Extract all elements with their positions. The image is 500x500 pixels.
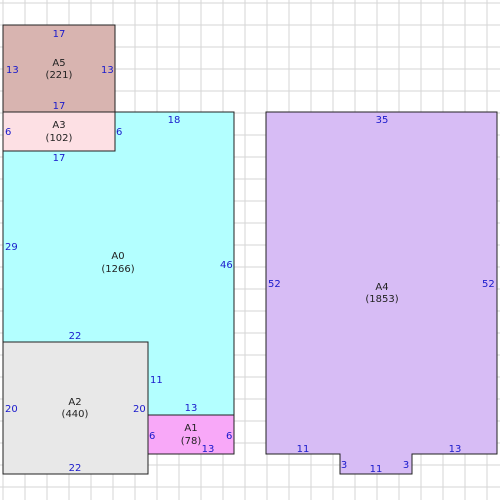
room-a4-dim-right: 52 [482, 279, 495, 290]
room-a2[interactable]: A2 (440) 20 20 22 [2, 341, 149, 475]
room-a4-shape [265, 111, 498, 475]
room-a1-dim-left: 6 [149, 431, 155, 442]
room-a4-dim-left: 52 [268, 279, 281, 290]
room-a2-shape [2, 341, 149, 475]
room-a2-dim-left: 20 [5, 404, 18, 415]
room-a5-dim-bottom: 17 [53, 101, 66, 112]
room-a4-dim-top: 35 [376, 115, 389, 126]
room-a4-label: A4 [375, 282, 388, 293]
room-a2-label: A2 [68, 397, 81, 408]
room-a1-label: A1 [184, 423, 197, 434]
room-a0-dim-right: 46 [220, 260, 233, 271]
room-a5-shape [2, 24, 116, 113]
room-a5-label: A5 [52, 58, 65, 69]
room-a2-dim-right: 20 [133, 404, 146, 415]
room-a1[interactable]: A1 (78) 6 6 13 [147, 414, 235, 455]
room-a3-dim-bottom: 17 [53, 153, 66, 164]
room-a0-dim-top: 18 [168, 115, 181, 126]
room-a1-dim-bottom: 13 [202, 444, 215, 455]
room-a5-area: (221) [46, 70, 73, 81]
room-a0-dim-inner: 11 [150, 375, 163, 386]
room-a0-label: A0 [111, 251, 124, 262]
room-a4-area: (1853) [365, 294, 398, 305]
room-a5-dim-right: 13 [101, 65, 114, 76]
room-a4-dim-notch-bottom: 11 [370, 464, 383, 475]
room-a5[interactable]: A5 (221) 17 13 13 17 [2, 24, 116, 113]
room-a0-dim-step: 13 [185, 403, 198, 414]
room-a3-dim-right: 6 [116, 127, 122, 138]
room-a3-area: (102) [46, 133, 73, 144]
room-a4-dim-notch-left: 3 [341, 460, 347, 471]
room-a2-dim-bottom: 22 [69, 463, 82, 474]
room-a0-dim-left: 29 [5, 242, 18, 253]
room-a0-area: (1266) [101, 264, 134, 275]
room-a3-dim-left: 6 [5, 127, 11, 138]
room-a1-area: (78) [181, 436, 202, 447]
room-a3-label: A3 [52, 120, 65, 131]
room-a1-dim-right: 6 [226, 431, 232, 442]
room-a1-shape [147, 414, 235, 455]
room-a5-dim-left: 13 [6, 65, 19, 76]
room-a2-area: (440) [62, 409, 89, 420]
room-a3-shape [2, 111, 116, 152]
room-a4-dim-bottom-left: 11 [297, 444, 310, 455]
room-a5-dim-top: 17 [53, 29, 66, 40]
room-a4[interactable]: A4 (1853) 35 52 52 11 13 3 11 3 [265, 111, 498, 475]
room-a3[interactable]: A3 (102) 6 6 17 [2, 111, 122, 164]
room-a4-dim-bottom-right: 13 [449, 444, 462, 455]
room-a4-dim-notch-right: 3 [403, 460, 409, 471]
room-a0-dim-bottom: 22 [69, 331, 82, 342]
